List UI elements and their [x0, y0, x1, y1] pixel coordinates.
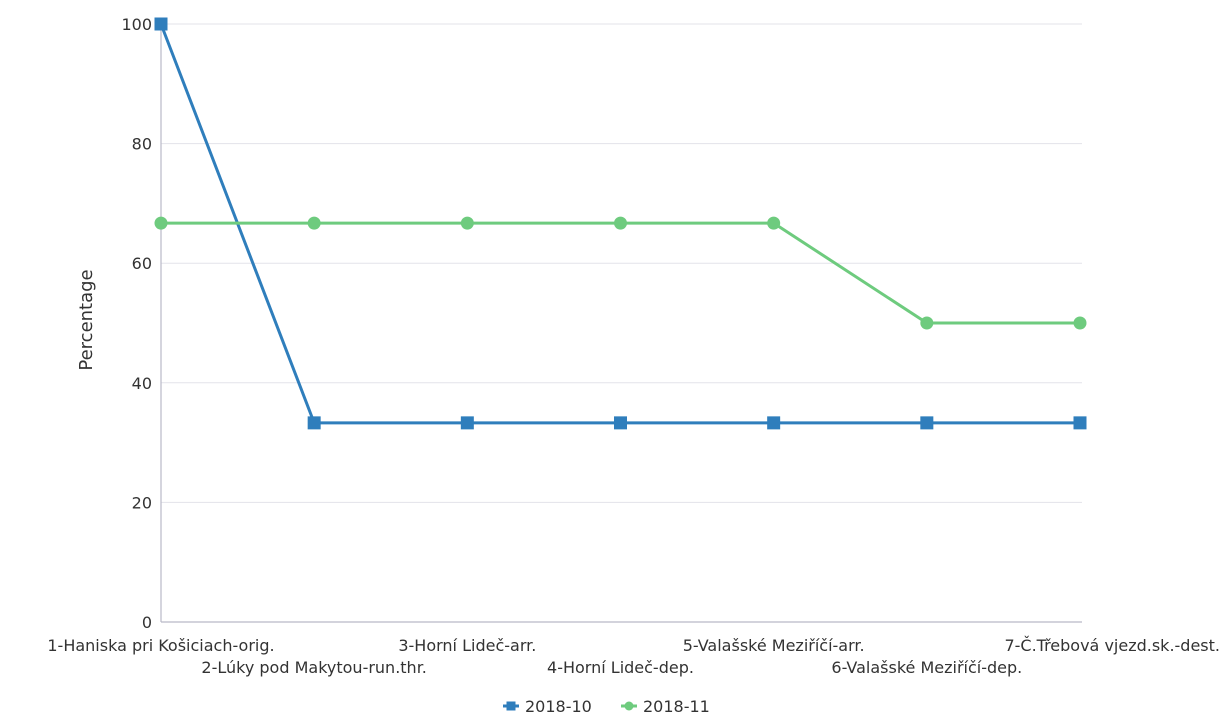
data-point-marker[interactable] [920, 316, 934, 330]
legend-swatch-marker [624, 701, 634, 711]
x-axis-tick-labels: 1-Haniska pri Košiciach-orig. 2-Lúky pod … [47, 636, 1220, 677]
data-point-marker[interactable] [154, 17, 168, 31]
y-axis-tick-labels: 0 20 40 60 80 100 [121, 15, 152, 632]
data-point-marker[interactable] [1073, 316, 1087, 330]
data-point-marker[interactable] [154, 216, 168, 230]
legend-item[interactable]: 2018-11 [621, 697, 710, 715]
legend[interactable]: 2018-10 2018-11 [503, 697, 710, 715]
data-point-marker[interactable] [460, 416, 474, 430]
legend-item[interactable]: 2018-10 [503, 697, 592, 715]
axes [160, 18, 1082, 623]
data-point-marker[interactable] [614, 416, 627, 430]
x-tick-label: 5-Valašské Meziříčí-arr. [683, 636, 865, 655]
series-2018-11 [154, 216, 1087, 330]
x-tick-label: 2-Lúky pod Makytou-run.thr. [201, 658, 426, 677]
series-2018-10 [154, 17, 1087, 430]
x-tick-label: 7-Č.Třebová vjezd.sk.-dest. [1004, 636, 1220, 655]
data-point-marker[interactable] [920, 416, 934, 430]
legend-label: 2018-10 [525, 697, 592, 715]
y-tick-label: 60 [132, 254, 152, 273]
y-tick-label: 20 [132, 493, 152, 512]
data-point-marker[interactable] [460, 216, 474, 230]
x-tick-label: 3-Horní Lideč-arr. [398, 636, 536, 655]
data-point-marker[interactable] [1073, 416, 1087, 430]
x-tick-label: 4-Horní Lideč-dep. [547, 658, 694, 677]
y-tick-label: 0 [142, 613, 152, 632]
x-tick-label: 6-Valašské Meziříčí-dep. [831, 658, 1022, 677]
data-point-marker[interactable] [614, 216, 627, 230]
series-line [161, 221, 1080, 325]
data-point-marker[interactable] [307, 416, 321, 430]
y-tick-label: 80 [132, 135, 152, 154]
data-point-marker[interactable] [767, 416, 781, 430]
series [154, 17, 1087, 430]
gridlines [161, 23, 1082, 503]
y-axis-title: Percentage [76, 269, 97, 370]
y-tick-label: 40 [132, 374, 152, 393]
data-point-marker[interactable] [307, 216, 321, 230]
legend-label: 2018-11 [643, 697, 710, 715]
y-tick-label: 100 [121, 15, 152, 34]
x-tick-label: 1-Haniska pri Košiciach-orig. [47, 636, 274, 655]
data-point-marker[interactable] [767, 216, 781, 230]
legend-swatch-marker [506, 701, 516, 711]
